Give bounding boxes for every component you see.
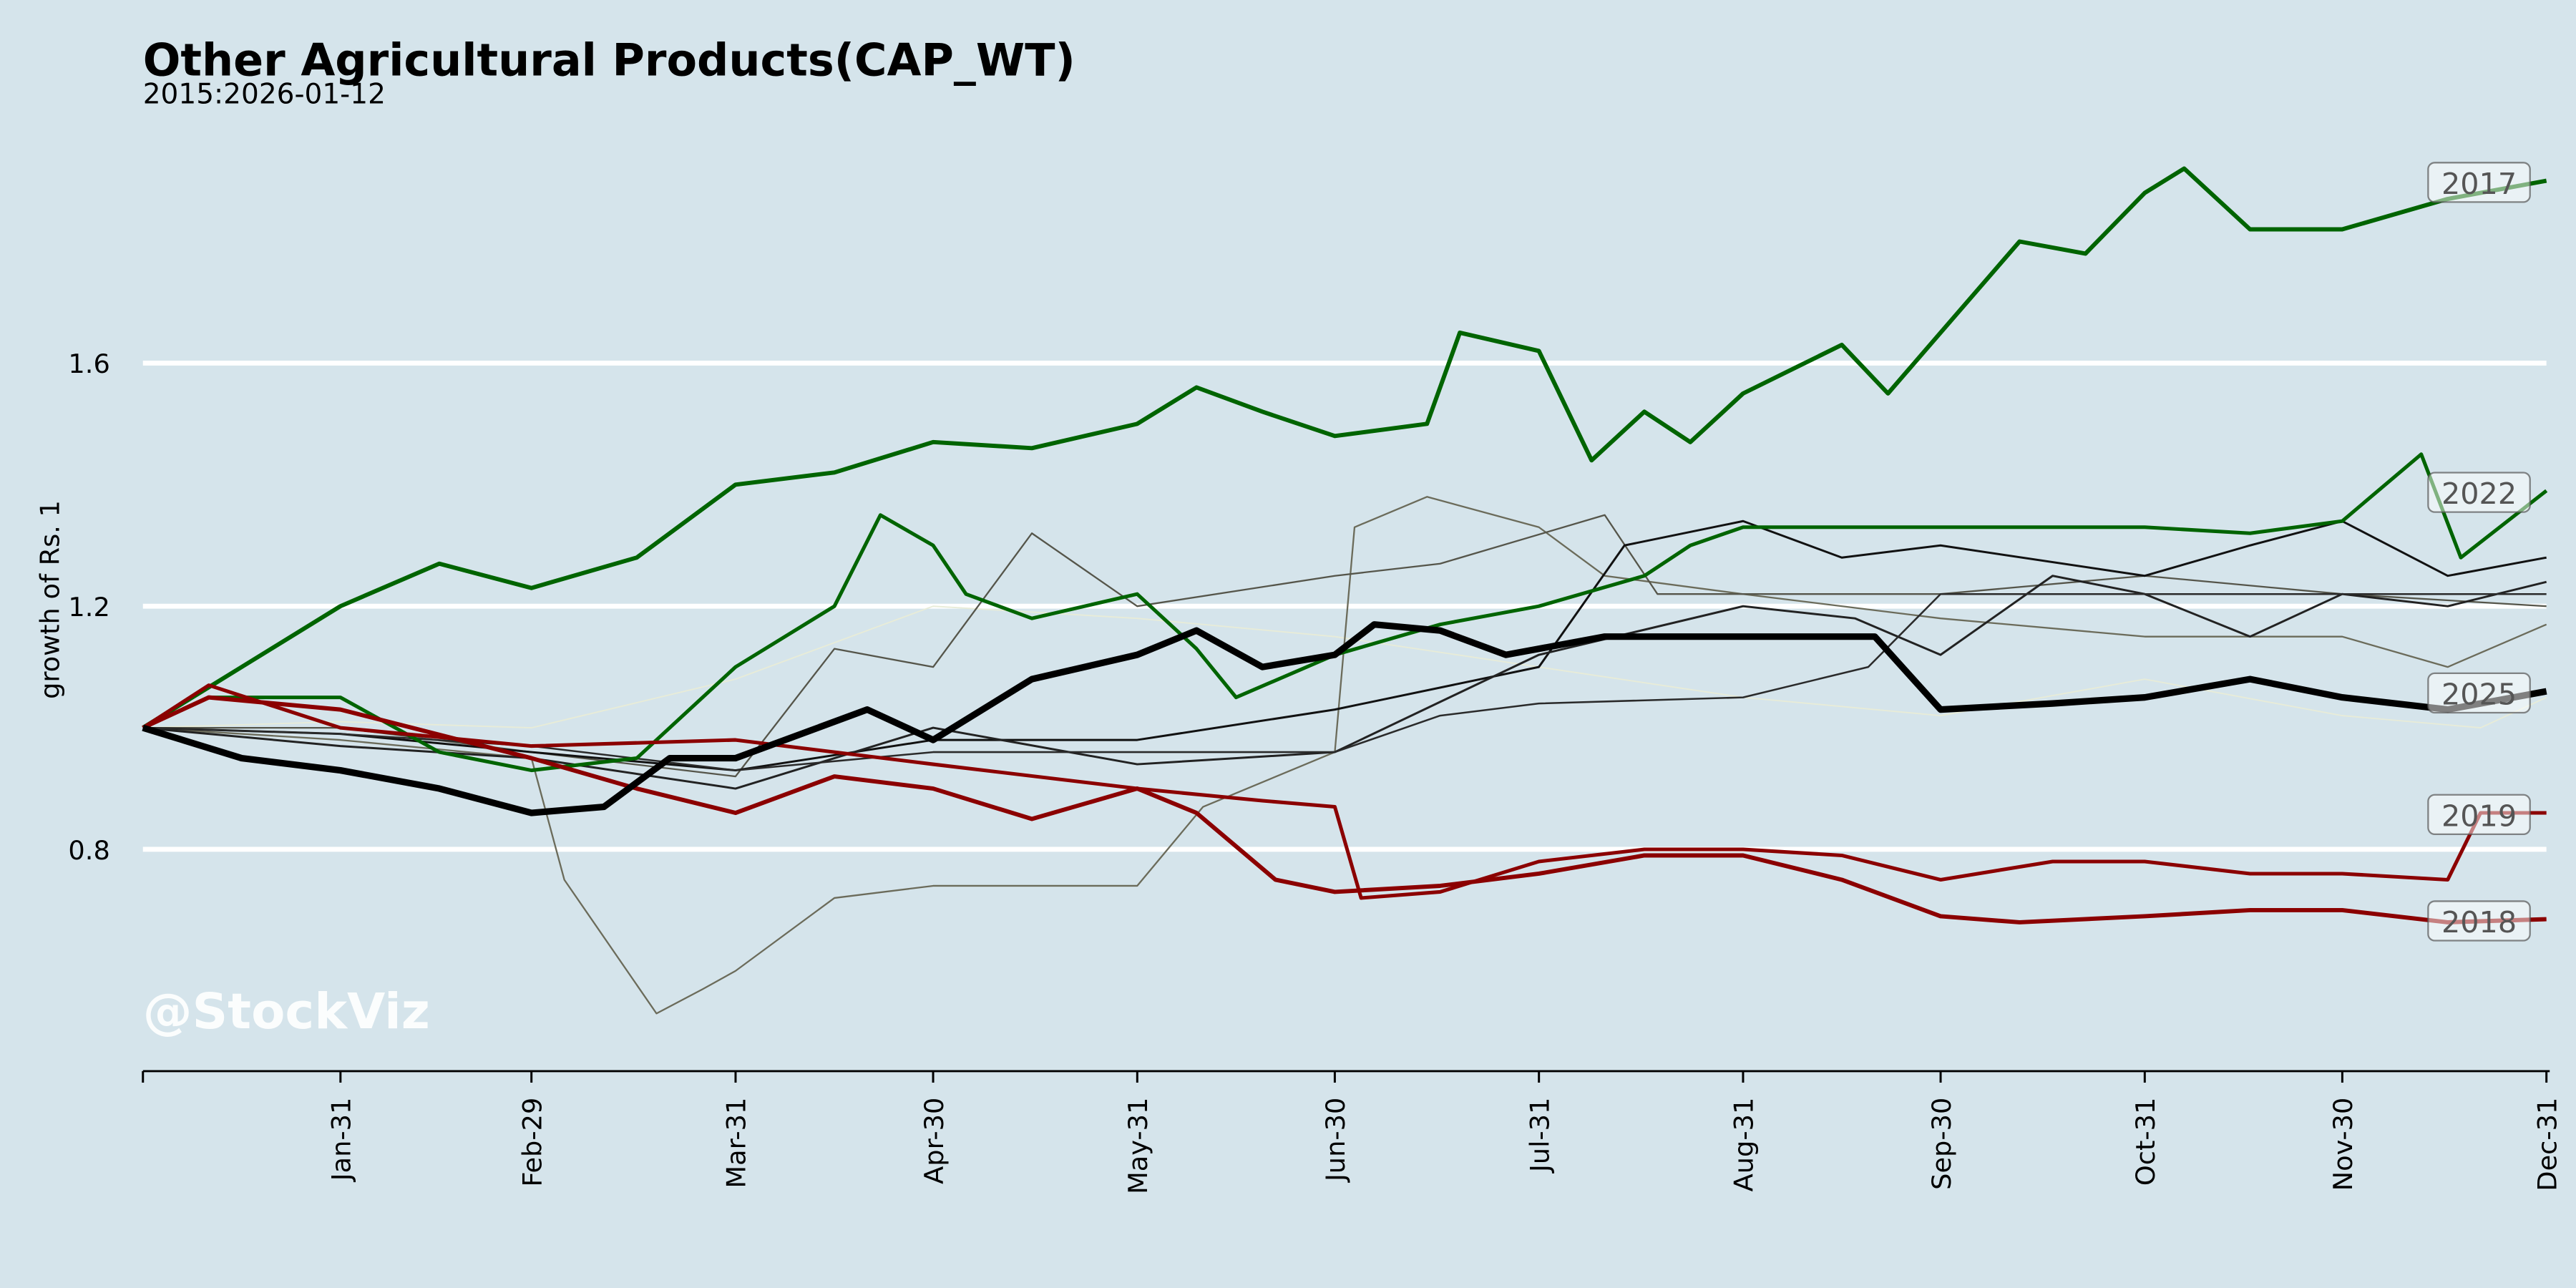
x-tick-label: Feb-29 [517, 1098, 547, 1187]
label-box [2427, 900, 2531, 942]
series-end-label: 2017 [2427, 162, 2531, 203]
x-tick-label: Dec-31 [2532, 1098, 2562, 1191]
x-tick-label: Sep-30 [1926, 1098, 1957, 1190]
series-label-2017: 2017 [2441, 167, 2517, 201]
x-tick-label: Aug-31 [1729, 1098, 1760, 1192]
label-box [2427, 672, 2531, 714]
x-tick-label: Apr-30 [919, 1098, 950, 1184]
x-tick-label: May-31 [1123, 1098, 1153, 1194]
series-line-black-a [142, 519, 2547, 772]
series-line-faint [142, 605, 2547, 729]
y-axis-label: growth of Rs. 1 [35, 500, 66, 699]
chart-title: Other Agricultural Products(CAP_WT) [143, 34, 1075, 87]
y-tick-label: 1.2 [68, 592, 109, 623]
series-label-2018: 2018 [2441, 905, 2517, 940]
label-box [2427, 794, 2531, 836]
series-end-label: 2018 [2427, 900, 2531, 942]
series-label-2025: 2025 [2441, 677, 2517, 711]
series-line-2017 [142, 166, 2547, 730]
series-end-label: 2019 [2427, 794, 2531, 836]
x-tick-label: Jul-31 [1524, 1098, 1555, 1174]
x-tick-label: Nov-30 [2328, 1098, 2358, 1191]
series-line-2019 [142, 683, 2547, 900]
x-tick-label: Mar-31 [721, 1098, 752, 1189]
series-line-black-b [142, 575, 2547, 790]
series-label-2019: 2019 [2441, 799, 2517, 833]
y-tick-label: 1.6 [68, 348, 109, 379]
series-line-gray-b [142, 514, 2547, 778]
series-end-label: 2025 [2427, 672, 2531, 714]
series-line-2018 [142, 695, 2547, 924]
series-line-black-c [142, 592, 2547, 771]
y-tick-label: 0.8 [68, 835, 109, 866]
label-box [2427, 472, 2531, 513]
chart-subtitle: 2015:2026-01-12 [143, 79, 386, 111]
series-line-2025 [142, 621, 2547, 816]
series-label-2022: 2022 [2441, 477, 2517, 511]
watermark: @StockViz [143, 983, 430, 1040]
series-end-label: 2022 [2427, 472, 2531, 513]
x-tick-label: Jun-30 [1320, 1098, 1351, 1183]
x-tick-label: Jan-31 [326, 1098, 357, 1183]
x-tick-label: Oct-31 [2130, 1098, 2161, 1186]
series-line-2022 [142, 452, 2548, 773]
series-line-gray-a [142, 496, 2547, 1015]
label-box [2427, 162, 2531, 203]
